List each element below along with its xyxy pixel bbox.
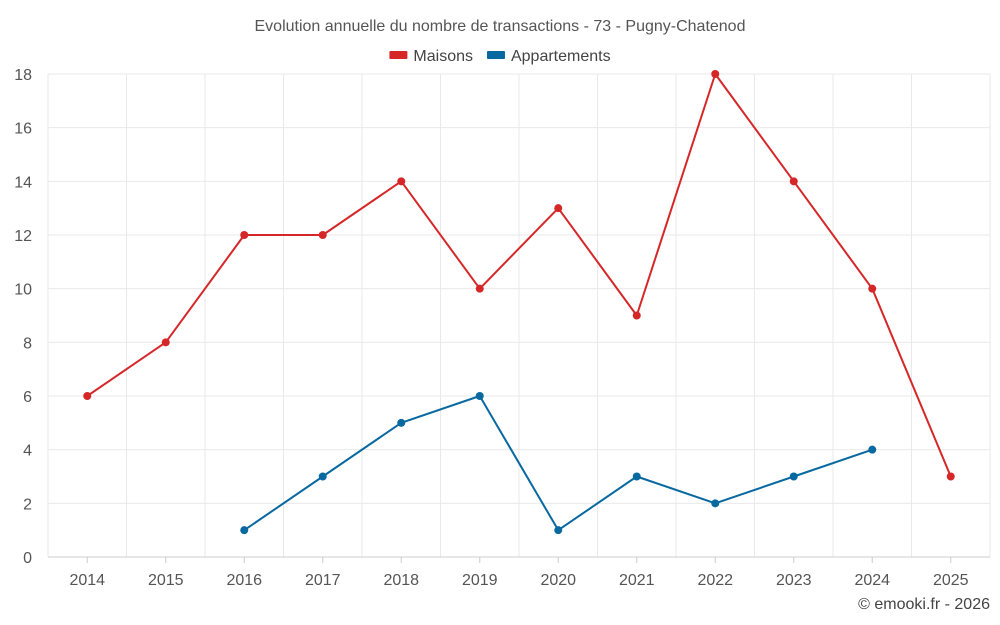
data-point-maisons[interactable] — [711, 70, 720, 78]
data-point-appartements[interactable] — [711, 499, 720, 508]
y-tick-label: 16 — [14, 121, 32, 138]
data-point-maisons[interactable] — [946, 472, 955, 481]
x-tick-label: 2014 — [69, 572, 105, 589]
grid — [47, 73, 991, 557]
x-tick-label: 2015 — [148, 572, 184, 589]
data-point-maisons[interactable] — [161, 338, 170, 347]
chart-title: Evolution annuelle du nombre de transact… — [255, 18, 746, 35]
credit-label: © emooki.fr - 2026 — [858, 596, 990, 613]
legend-item-maisons[interactable]: Maisons — [389, 48, 473, 65]
x-tick-label: 2022 — [697, 572, 733, 589]
x-tick-label: 2020 — [540, 572, 576, 589]
data-point-appartements[interactable] — [240, 526, 249, 535]
y-tick-label: 14 — [14, 174, 32, 191]
data-point-appartements[interactable] — [397, 418, 406, 427]
x-tick-label: 2019 — [462, 572, 498, 589]
y-tick-label: 2 — [23, 496, 32, 513]
x-tick-label: 2023 — [776, 572, 812, 589]
data-point-appartements[interactable] — [554, 526, 563, 535]
legend-swatch — [486, 51, 505, 59]
y-tick-label: 18 — [14, 67, 32, 84]
data-point-appartements[interactable] — [318, 472, 327, 481]
y-tick-label: 6 — [23, 389, 32, 406]
series — [83, 70, 955, 535]
data-point-appartements[interactable] — [789, 472, 798, 481]
x-tick-label: 2018 — [383, 572, 419, 589]
series-line-appartements — [243, 395, 873, 532]
legend-label: Appartements — [511, 48, 611, 65]
axes: 0 2 4 6 8 10 12 14 16 18 2014 2015 2016 2017 2018 2019 2… — [14, 67, 990, 589]
x-tick-label: 2016 — [226, 572, 262, 589]
data-point-appartements[interactable] — [868, 445, 877, 454]
legend-item-appartements[interactable]: Appartements — [486, 48, 611, 65]
x-tick-label: 2025 — [933, 572, 969, 589]
data-point-maisons[interactable] — [240, 231, 249, 239]
y-tick-label: 0 — [23, 550, 32, 567]
data-point-maisons[interactable] — [397, 177, 406, 186]
legend[interactable]: Maisons Appartements — [389, 48, 611, 65]
data-point-maisons[interactable] — [318, 231, 327, 239]
series-line-maisons — [86, 73, 952, 477]
legend-swatch — [389, 51, 408, 59]
data-point-appartements[interactable] — [475, 392, 484, 400]
series-appartements — [240, 392, 877, 535]
x-tick-label: 2017 — [305, 572, 341, 589]
data-point-maisons[interactable] — [475, 284, 484, 293]
y-tick-label: 10 — [14, 282, 32, 299]
x-tick-label: 2024 — [854, 572, 890, 589]
data-point-maisons[interactable] — [554, 204, 563, 213]
data-point-appartements[interactable] — [632, 472, 641, 481]
y-tick-label: 12 — [14, 228, 32, 245]
data-point-maisons[interactable] — [789, 177, 798, 186]
legend-label: Maisons — [413, 48, 473, 65]
data-point-maisons[interactable] — [868, 284, 877, 293]
y-tick-label: 4 — [23, 443, 32, 460]
data-point-maisons[interactable] — [632, 311, 641, 320]
y-tick-label: 8 — [23, 335, 32, 352]
x-tick-label: 2021 — [619, 572, 655, 589]
data-point-maisons[interactable] — [83, 392, 92, 400]
series-maisons — [83, 70, 955, 481]
